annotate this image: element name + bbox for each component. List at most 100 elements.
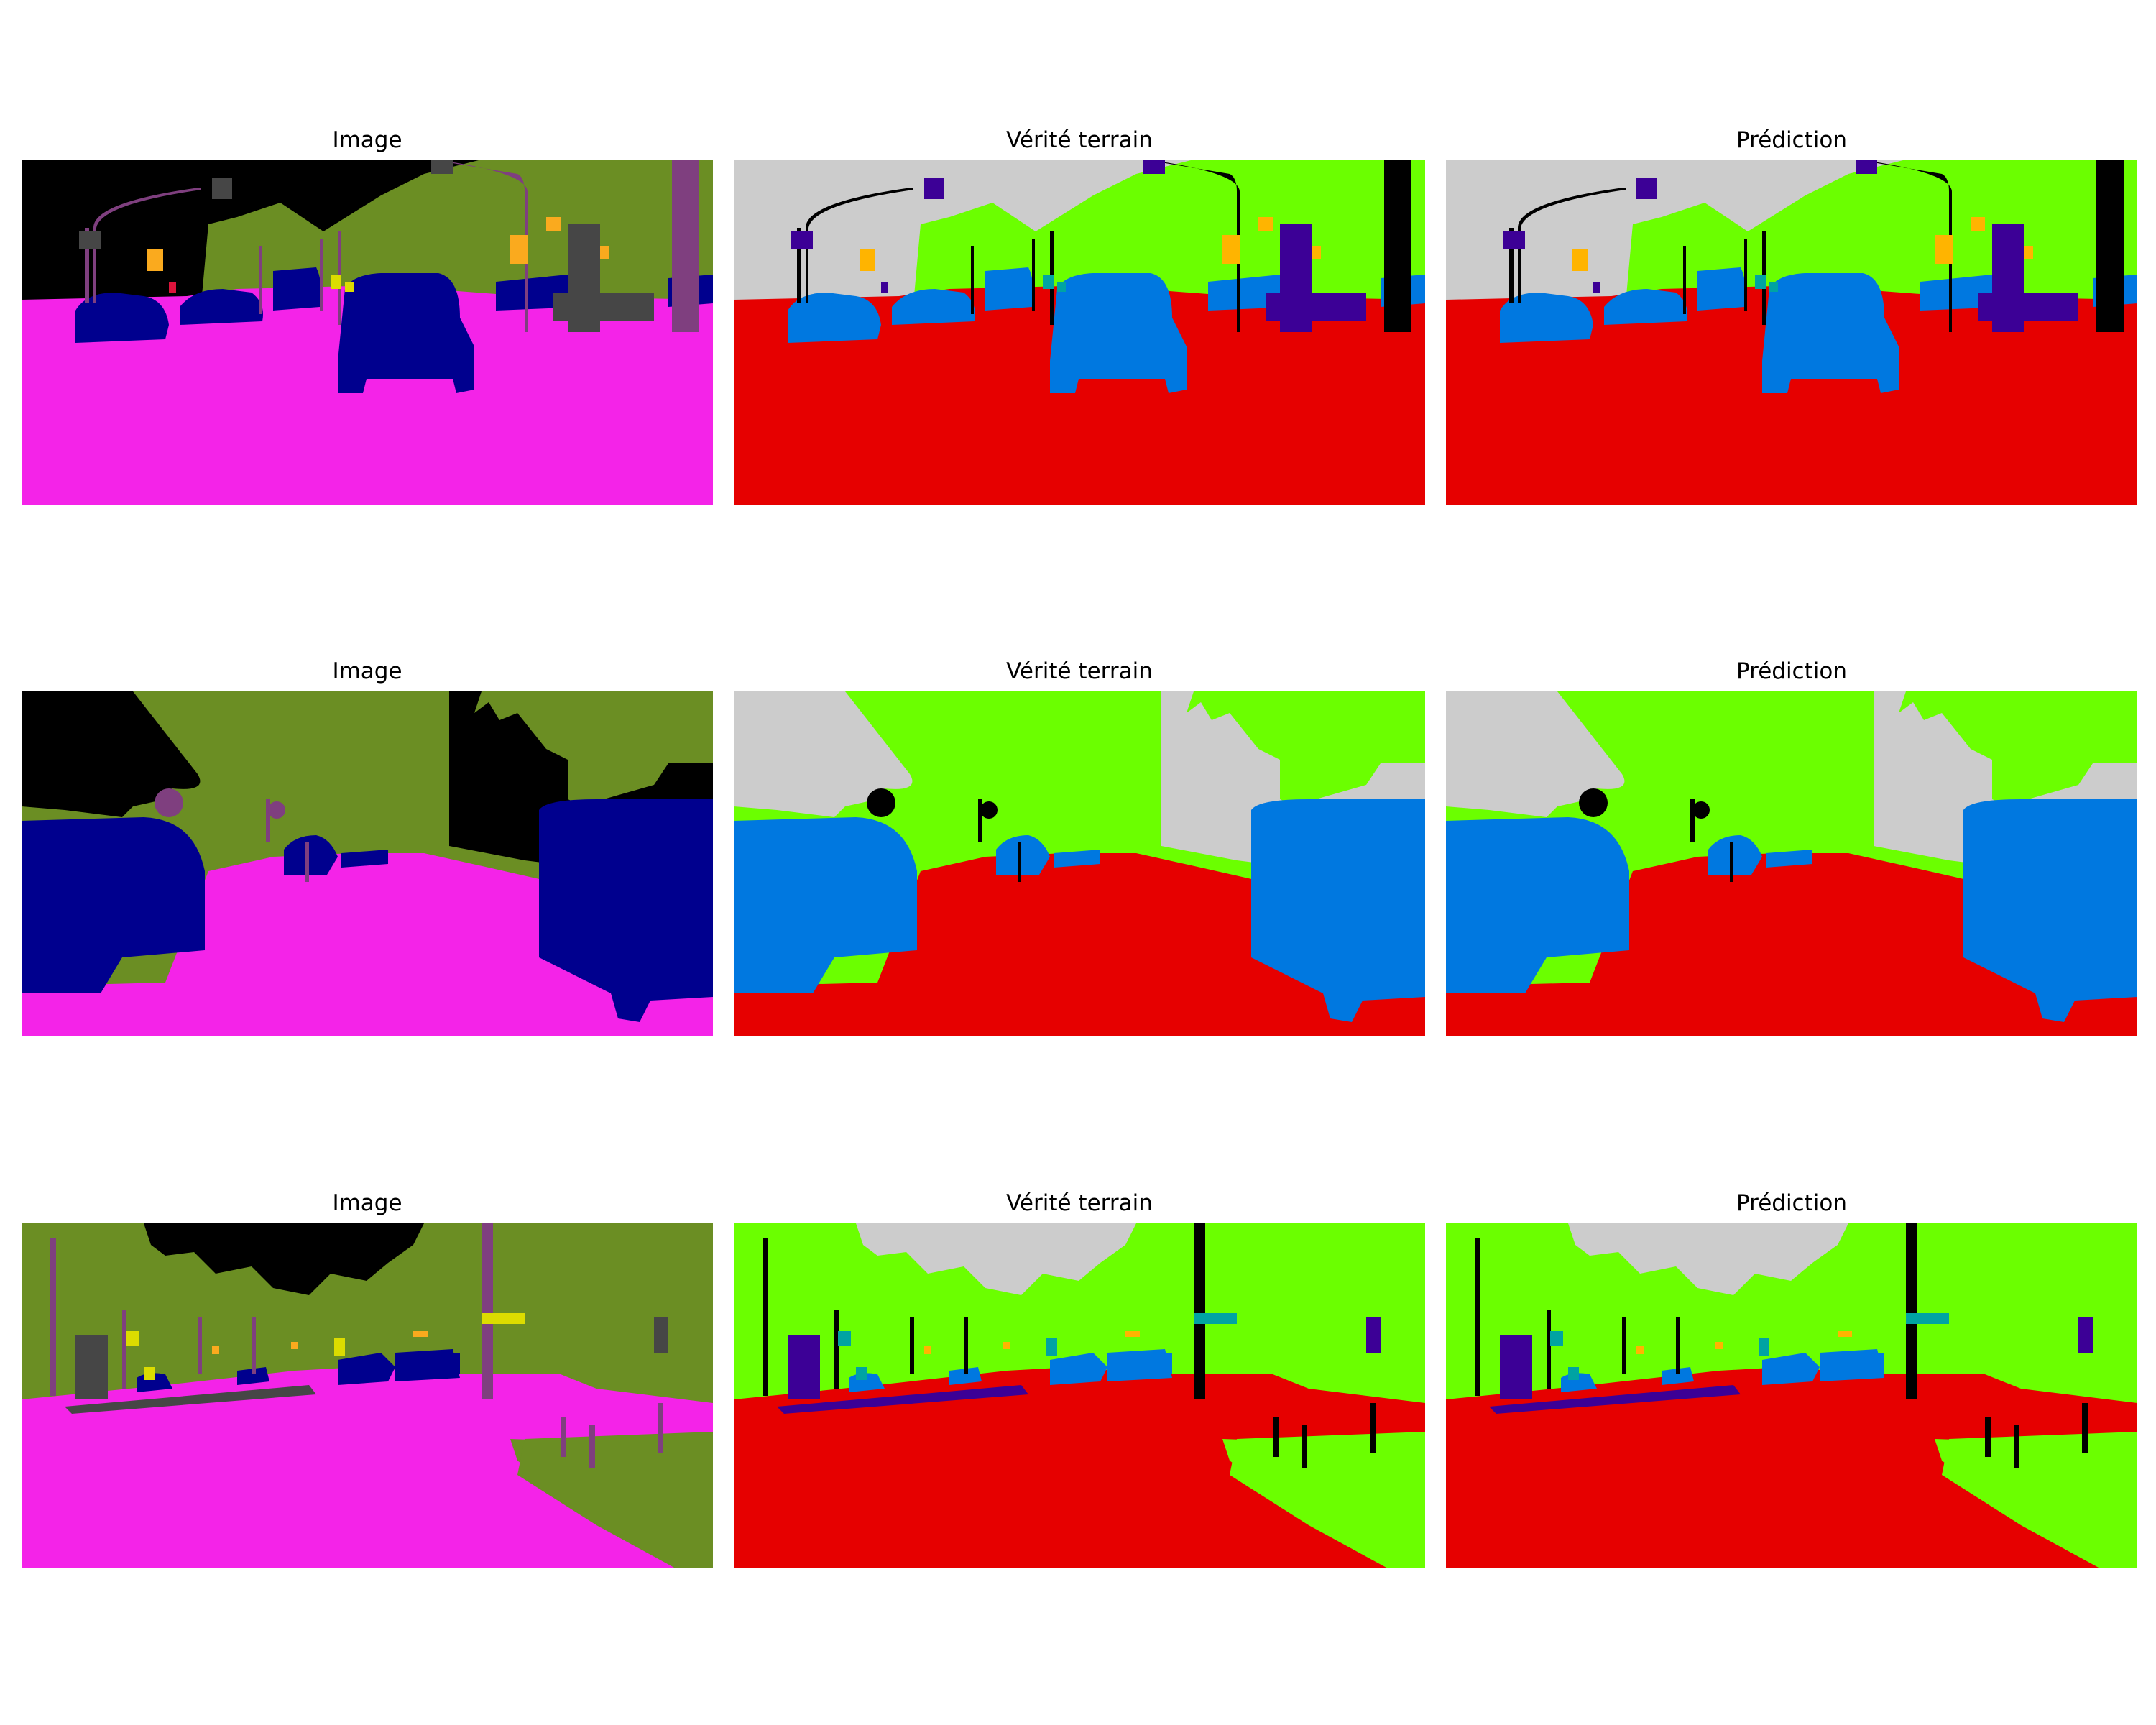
region-car [1500,293,1593,343]
ground-truth-panel-r2-canvas [734,691,1425,1036]
region-pole [266,799,270,842]
region-sky [1568,1223,1848,1295]
ground-truth-panel-r3-canvas [734,1223,1425,1568]
region-sign [1043,275,1054,289]
region-car [237,1367,270,1385]
region-building [791,231,813,249]
prediction-panel-r3 [1446,1223,2137,1568]
region-pole [1676,1317,1680,1374]
region-sign [1755,275,1766,289]
panel-title-r2-c2: Vérité terrain [1006,658,1153,684]
image-panel-r3 [22,1223,713,1568]
region-sign [1769,282,1778,292]
region-light [1572,249,1588,271]
region-car [1662,1367,1694,1385]
region-sign [345,282,354,292]
region-pole [834,1310,839,1389]
region-building [777,1385,1028,1414]
region-light [600,246,609,259]
region-pole [85,228,89,303]
region-pole [672,160,699,332]
region-vegetation [517,1432,713,1568]
region-sky [856,1223,1136,1295]
region-vegetation [1230,1432,1425,1568]
region-sign [838,1331,851,1346]
region-car [985,267,1033,310]
region-car [273,267,321,310]
region-road [1446,1367,2137,1568]
region-car [539,799,713,1022]
region-light [291,1342,298,1349]
region-car [1050,1353,1107,1385]
region-light [1971,217,1985,231]
region-car [1708,835,1762,875]
ground-truth-panel-r1 [734,160,1425,505]
region-light [924,1346,931,1354]
region-sign [1568,1367,1579,1380]
region-building [1503,231,1525,249]
region-light [546,217,561,231]
region-light [413,1331,428,1337]
region-pole [763,1238,768,1396]
region-sky [144,1223,424,1295]
region-car [1604,289,1687,325]
panel-title-r2-c3: Prédiction [1736,658,1847,684]
region-pole [1985,1417,1991,1457]
region-road [734,285,1425,505]
region-pole [1856,160,1952,332]
panel-title-r1-c3: Prédiction [1736,127,1847,153]
region-car [338,273,474,393]
region-pole [50,1238,56,1396]
region-building [1856,160,1877,174]
region-car [1054,850,1100,868]
region-pole [1683,246,1686,314]
region-car [284,835,338,875]
ground-truth-panel-r3 [734,1223,1425,1568]
region-sign [334,1338,345,1356]
region-pole [1692,801,1710,819]
region-sky [734,691,913,817]
region-building [788,1335,820,1399]
region-sky [22,691,201,817]
region-light [1312,246,1321,259]
ground-truth-panel-r2 [734,691,1425,1036]
region-building [1489,1385,1741,1414]
region-road [734,1367,1425,1568]
region-building [924,178,944,199]
region-sign [331,275,341,289]
region-pole [320,239,323,310]
region-light [1222,235,1240,264]
region-pole [268,801,285,819]
region-person [881,282,888,293]
region-pole [589,1425,595,1468]
region-pole [431,160,528,332]
panel-title-r2-c1: Image [332,658,402,684]
region-building [65,1385,316,1414]
panel-title-r3-c3: Prédiction [1736,1190,1847,1216]
region-pole [1143,160,1240,332]
region-pole [122,1310,126,1389]
region-pole [910,1317,914,1374]
region-light [2024,246,2033,259]
region-pole [198,1317,202,1374]
region-light [1258,217,1273,231]
region-car [338,1353,395,1385]
region-person [169,282,176,293]
region-pole [1579,788,1608,817]
region-building [2078,1317,2093,1353]
region-pole [1690,799,1695,842]
region-pole [1273,1417,1279,1457]
region-car [1848,1353,1884,1378]
region-pole [561,1417,566,1457]
region-pole [1509,228,1514,303]
region-light [1003,1342,1010,1349]
region-pole [155,788,183,817]
region-sign [1906,1313,1949,1324]
region-pole [1370,1403,1376,1453]
region-building [1266,293,1366,321]
region-building [1366,1317,1381,1353]
panel-title-r1-c1: Image [332,127,402,153]
region-car [1136,1353,1172,1378]
region-pole [2014,1425,2019,1468]
region-pole [971,246,974,314]
